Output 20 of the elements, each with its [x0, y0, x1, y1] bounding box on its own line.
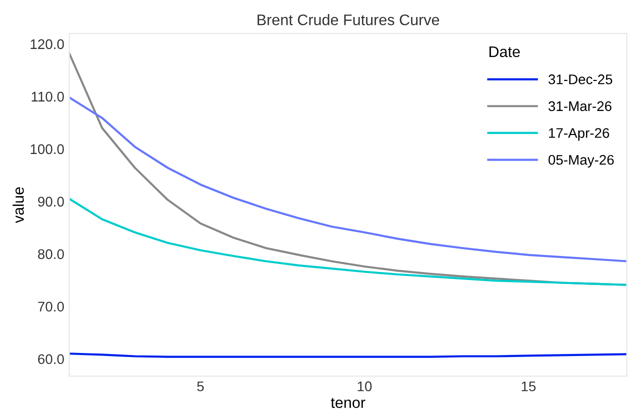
line-series — [69, 96, 627, 262]
legend-label: 31-Mar-26 — [548, 101, 612, 112]
legend-label: 31-Dec-25 — [548, 74, 612, 84]
y-tick-label: 80.0 — [38, 249, 64, 260]
x-tick-label: 10 — [358, 381, 372, 392]
y-tick-label: 90.0 — [38, 196, 64, 207]
x-tick-label: 5 — [197, 382, 204, 392]
legend-label: 17-Apr-26 — [549, 128, 610, 141]
x-axis-title: tenor — [330, 398, 366, 408]
line-series — [69, 198, 627, 286]
x-tick-label: 15 — [522, 382, 536, 392]
y-tick-label: 100.0 — [30, 144, 64, 154]
chart-title: Brent Crude Futures Curve — [258, 14, 440, 26]
y-tick-label: 70.0 — [38, 302, 64, 312]
legend-label: 05-May-26 — [548, 154, 614, 168]
legend-title: Date — [490, 46, 520, 58]
y-tick-label: 110.0 — [32, 92, 64, 102]
y-axis-title: value — [12, 187, 24, 224]
y-tick-label: 60.0 — [38, 354, 64, 364]
y-tick-label: 120.0 — [30, 39, 64, 50]
